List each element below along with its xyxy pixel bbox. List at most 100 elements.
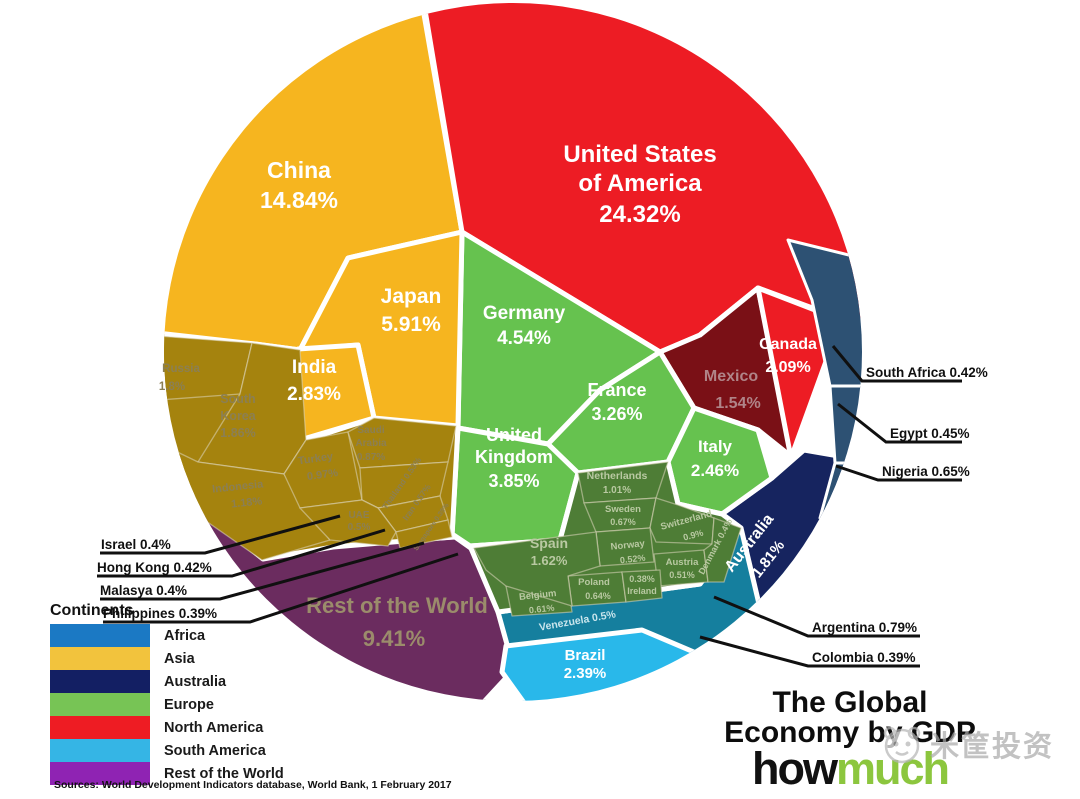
chart-title-line2: Economy by GDP xyxy=(724,716,976,749)
callout-label-argentina: Argentina 0.79% xyxy=(812,620,917,635)
legend-label-north-america: North America xyxy=(164,719,264,736)
label-belgium: Belgium xyxy=(519,588,557,603)
source-note: Sources: World Development Indicators da… xyxy=(54,779,452,791)
legend-row-africa: Africa xyxy=(50,624,284,647)
callout-line-argentina xyxy=(713,595,920,638)
callout-label-malasya: Malasya 0.4% xyxy=(100,583,187,598)
label-japan: Japan xyxy=(381,285,442,308)
callout-line-colombia xyxy=(699,635,920,668)
label-saudi-line2: Arabia xyxy=(355,438,387,449)
legend-label-rest-of-world: Rest of the World xyxy=(164,765,284,782)
legend-continents: Continents Africa Asia Australia Europe … xyxy=(50,602,284,785)
label-uk-pct: 3.85% xyxy=(488,471,539,491)
label-netherlands: Netherlands xyxy=(587,470,648,482)
callout-label-nigeria: Nigeria 0.65% xyxy=(882,464,970,479)
legend-label-europe: Europe xyxy=(164,696,214,713)
label-uae: UAE xyxy=(348,510,369,521)
label-russia-pct: 1.8% xyxy=(159,381,185,393)
legend-row-south-america: South America xyxy=(50,739,284,762)
legend-row-asia: Asia xyxy=(50,647,284,670)
legend-swatch-rest-of-world xyxy=(50,762,150,785)
label-spain: Spain xyxy=(530,535,568,551)
cell-ireland xyxy=(621,569,663,603)
label-rest-of-world: Rest of the World xyxy=(306,593,488,618)
callout-line-south-africa xyxy=(831,345,962,383)
label-poland: Poland xyxy=(578,577,610,588)
legend-swatch-australia xyxy=(50,670,150,693)
cell-turkey xyxy=(283,431,363,509)
label-china: China xyxy=(267,157,331,183)
callout-line-nigeria xyxy=(835,464,962,482)
callout-label-colombia: Colombia 0.39% xyxy=(812,650,916,665)
label-france-pct: 3.26% xyxy=(591,404,642,424)
panda-icon xyxy=(883,726,921,764)
label-japan-pct: 5.91% xyxy=(381,313,441,336)
callout-line-hong-kong xyxy=(97,528,386,578)
label-netherlands-pct: 1.01% xyxy=(603,485,631,496)
callout-label-philippines: Philippines 0.39% xyxy=(103,606,217,621)
callout-line-philippines xyxy=(103,552,459,624)
label-brazil: Brazil xyxy=(565,647,606,664)
legend-label-asia: Asia xyxy=(164,650,195,667)
label-uae-pct: 0.5% xyxy=(348,522,371,533)
label-norway: Norway xyxy=(610,538,646,553)
legend-swatch-asia xyxy=(50,647,150,670)
chart-title-line1: The Global xyxy=(772,686,928,719)
label-turkey-pct: 0.97% xyxy=(306,467,339,483)
cell-singapore xyxy=(395,519,453,549)
label-indonesia-pct: 1.18% xyxy=(231,495,263,510)
label-mexico-pct: 1.54% xyxy=(715,395,760,412)
callout-label-south-africa: South Africa 0.42% xyxy=(866,365,988,380)
label-spain-pct: 1.62% xyxy=(531,553,568,568)
callout-line-egypt xyxy=(837,402,962,444)
legend-swatch-south-america xyxy=(50,739,150,762)
label-china-pct: 14.84% xyxy=(260,187,338,213)
cell-egypt xyxy=(828,384,862,465)
callout-label-israel: Israel 0.4% xyxy=(101,537,171,552)
label-uk-line2: Kingdom xyxy=(475,447,553,467)
label-italy-pct: 2.46% xyxy=(691,461,739,480)
label-austria: Austria xyxy=(666,557,699,568)
cell-denmark xyxy=(703,517,742,583)
legend-label-africa: Africa xyxy=(164,627,206,644)
label-germany: Germany xyxy=(483,303,566,324)
label-ireland: Ireland xyxy=(627,586,657,596)
cell-saudi-arabia xyxy=(347,417,457,469)
label-poland-pct: 0.64% xyxy=(585,591,611,601)
label-france: France xyxy=(587,380,646,400)
legend-swatch-north-america xyxy=(50,716,150,739)
label-india: India xyxy=(292,357,337,378)
label-turkey: Turkey xyxy=(297,451,334,468)
legend-row-north-america: North America xyxy=(50,716,284,739)
watermark: 米筐投资 xyxy=(878,720,1054,768)
legend-label-south-america: South America xyxy=(164,742,266,759)
label-austria-pct: 0.51% xyxy=(669,570,695,580)
label-uk-line1: United xyxy=(486,425,542,445)
callout-label-egypt: Egypt 0.45% xyxy=(890,426,970,441)
label-norway-pct: 0.52% xyxy=(619,553,645,566)
label-canada-pct: 2.09% xyxy=(765,359,810,376)
cell-spain xyxy=(473,531,601,607)
label-usa-line1: United States xyxy=(563,141,716,168)
legend-title: Continents xyxy=(50,602,134,619)
label-usa-pct: 24.32% xyxy=(599,201,680,228)
label-germany-pct: 4.54% xyxy=(497,328,551,349)
label-saudi-line1: Saudi xyxy=(357,425,384,436)
label-south-korea-line2: Korea xyxy=(220,409,256,423)
callout-line-israel xyxy=(100,514,341,555)
label-south-korea-line1: South xyxy=(220,392,255,406)
legend-row-europe: Europe xyxy=(50,693,284,716)
watermark-text: 米筐投资 xyxy=(930,731,1055,763)
callout-line-malasya xyxy=(100,541,425,601)
label-south-korea-pct: 1.86% xyxy=(220,426,255,440)
cell-brazil xyxy=(499,627,711,701)
label-india-pct: 2.83% xyxy=(287,384,341,405)
label-canada: Canada xyxy=(759,336,817,353)
legend-row-rest-of-world: Rest of the World xyxy=(50,762,284,785)
label-brazil-pct: 2.39% xyxy=(564,665,607,682)
legend-row-australia: Australia xyxy=(50,670,284,693)
howmuch-logo: howmuch xyxy=(650,746,1050,791)
label-sweden-pct: 0.67% xyxy=(610,517,636,527)
logo-part-how: how xyxy=(752,743,838,794)
